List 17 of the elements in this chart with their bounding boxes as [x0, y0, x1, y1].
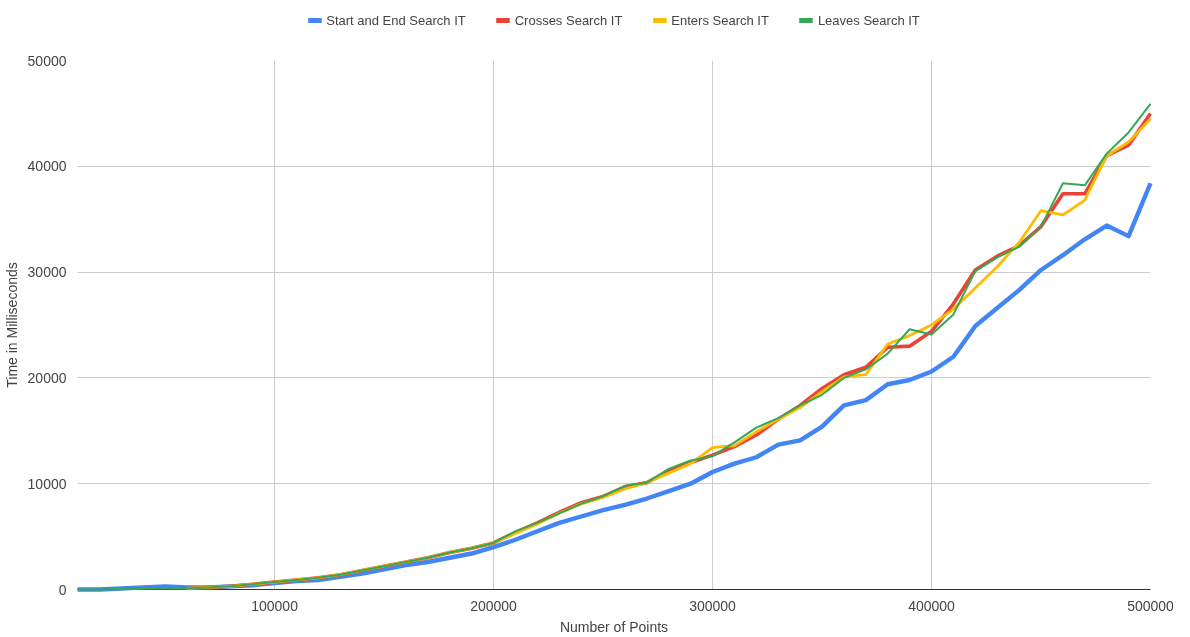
y-tick-label: 50000: [27, 52, 67, 69]
y-tick-label: 0: [58, 581, 67, 598]
y-tick-label: 30000: [27, 264, 67, 281]
y-axis-title: Time in Milliseconds: [3, 262, 20, 388]
legend-label: Start and End Search IT: [326, 12, 466, 28]
x-tick-label: 200000: [470, 597, 518, 614]
legend-label: Crosses Search IT: [514, 12, 623, 28]
legend-label: Leaves Search IT: [817, 12, 920, 28]
x-tick-label: 400000: [908, 597, 956, 614]
legend-label: Enters Search IT: [671, 12, 769, 28]
y-tick-label: 10000: [27, 475, 67, 492]
y-tick-label: 20000: [27, 369, 67, 386]
x-tick-label: 300000: [689, 597, 737, 614]
x-tick-label: 500000: [1127, 597, 1175, 614]
y-tick-label: 40000: [27, 158, 67, 175]
x-axis-title: Number of Points: [559, 618, 669, 635]
x-tick-label: 100000: [251, 597, 299, 614]
